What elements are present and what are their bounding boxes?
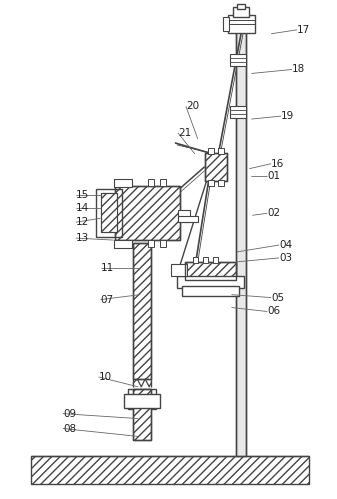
Bar <box>177 276 244 288</box>
Bar <box>227 15 255 33</box>
Text: 07: 07 <box>100 294 114 304</box>
Bar <box>160 179 166 186</box>
Bar <box>185 262 237 280</box>
Bar <box>205 153 226 181</box>
Bar <box>133 243 151 379</box>
Bar <box>205 153 226 181</box>
Bar <box>100 194 117 232</box>
Bar <box>178 210 190 222</box>
Text: 21: 21 <box>178 128 191 138</box>
Bar <box>115 240 132 248</box>
Bar <box>100 194 117 232</box>
Bar <box>178 216 198 222</box>
Bar <box>218 148 223 154</box>
Text: 04: 04 <box>279 240 292 250</box>
Text: 05: 05 <box>271 292 284 302</box>
Bar <box>231 106 246 118</box>
Text: 13: 13 <box>76 233 89 243</box>
Bar <box>116 186 180 240</box>
Text: 18: 18 <box>292 64 305 74</box>
Text: 16: 16 <box>271 159 284 169</box>
Bar <box>193 257 198 263</box>
Bar <box>96 189 122 237</box>
Bar <box>185 262 237 280</box>
Text: 12: 12 <box>76 217 89 227</box>
Text: 11: 11 <box>100 263 114 273</box>
Bar <box>133 389 151 441</box>
Bar <box>133 243 151 379</box>
Text: 01: 01 <box>267 171 280 181</box>
Bar <box>148 240 154 247</box>
Bar <box>203 257 208 263</box>
Bar <box>31 456 309 484</box>
Text: 09: 09 <box>63 409 76 419</box>
Bar <box>133 389 151 441</box>
Text: 17: 17 <box>297 25 310 35</box>
Bar <box>231 53 246 65</box>
Bar <box>222 17 229 31</box>
Bar <box>234 7 249 17</box>
Bar <box>208 148 214 154</box>
Bar <box>208 180 214 186</box>
Text: 03: 03 <box>279 253 292 263</box>
Bar <box>238 4 245 9</box>
Bar <box>182 286 239 295</box>
Bar <box>213 257 218 263</box>
Bar <box>160 240 166 247</box>
Text: 20: 20 <box>186 101 199 111</box>
Bar <box>148 179 154 186</box>
Bar <box>218 180 223 186</box>
Text: 02: 02 <box>267 208 280 218</box>
Text: 10: 10 <box>99 372 112 382</box>
Bar <box>115 179 132 187</box>
Text: 19: 19 <box>281 111 294 121</box>
Bar <box>171 264 187 276</box>
Bar <box>116 186 180 240</box>
Text: 06: 06 <box>267 306 280 316</box>
Bar <box>124 394 160 408</box>
Bar <box>128 389 156 409</box>
Text: 14: 14 <box>76 203 89 214</box>
Text: 15: 15 <box>76 191 89 201</box>
Text: 08: 08 <box>63 424 76 434</box>
Bar <box>237 27 246 456</box>
